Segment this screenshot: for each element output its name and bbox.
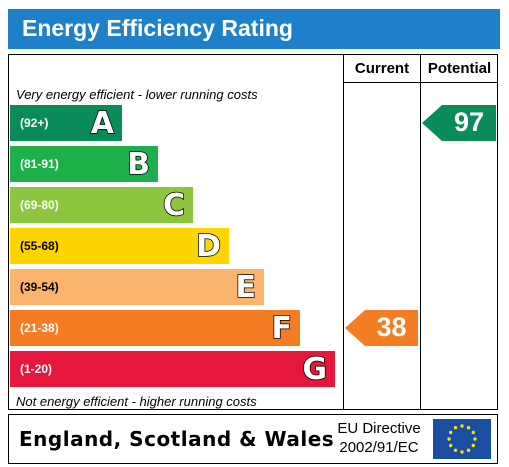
- band-range-label: (55-68): [20, 239, 59, 253]
- band-range-label: (39-54): [20, 280, 59, 294]
- column-header-potential: Potential: [427, 60, 492, 77]
- eu-star-icon: [466, 448, 471, 452]
- eu-star-icon: [453, 426, 458, 430]
- band-range-label: (81-91): [20, 157, 59, 171]
- band-g: (1-20) G: [10, 351, 335, 388]
- eu-flag-icon: [433, 419, 491, 459]
- band-letter: F: [271, 310, 293, 347]
- band-d: (55-68) D: [10, 228, 229, 265]
- eu-star-icon: [471, 443, 475, 448]
- band-range-label: (1-20): [20, 362, 53, 376]
- eu-star-icon: [449, 430, 453, 435]
- current-rating-value: 38: [376, 312, 407, 342]
- band-letter: A: [90, 105, 115, 142]
- eu-star-icon: [466, 426, 471, 430]
- potential-rating-pointer: 97: [422, 105, 496, 141]
- column-divider-current: [343, 54, 344, 410]
- band-letter: G: [302, 351, 328, 388]
- band-range-label: (69-80): [20, 198, 59, 212]
- caption-not-efficient: Not energy efficient - higher running co…: [16, 394, 257, 409]
- band-c: (69-80) C: [10, 187, 193, 224]
- current-rating-pointer: 38: [345, 310, 418, 346]
- eu-star-icon: [460, 424, 464, 428]
- rating-table: [8, 54, 498, 410]
- caption-very-efficient: Very energy efficient - lower running co…: [16, 87, 258, 102]
- eu-directive-line1: EU Directive: [337, 420, 421, 437]
- band-letter: D: [195, 228, 221, 265]
- eu-star-icon: [473, 437, 477, 441]
- page-title: Energy Efficiency Rating: [22, 15, 293, 41]
- eu-directive-text: EU Directive 2002/91/EC: [329, 419, 429, 457]
- column-divider-potential: [420, 54, 421, 410]
- potential-rating-value: 97: [453, 107, 485, 137]
- band-b: (81-91) B: [10, 146, 158, 183]
- header-bar: Energy Efficiency Rating: [8, 9, 500, 49]
- eu-star-icon: [460, 450, 464, 454]
- column-header-current: Current: [354, 60, 410, 77]
- band-e: (39-54) E: [10, 269, 264, 306]
- band-f: (21-38) F: [10, 310, 300, 347]
- current-pointer-shape: [345, 310, 418, 346]
- band-range-label: (21-38): [20, 321, 59, 335]
- band-letter: E: [235, 269, 257, 306]
- footer-country: England, Scotland & Wales: [19, 427, 335, 451]
- eu-star-icon: [449, 443, 453, 448]
- footer: England, Scotland & Wales EU Directive 2…: [8, 414, 498, 464]
- potential-pointer-shape: [422, 105, 496, 141]
- eu-star-icon: [447, 437, 451, 441]
- eu-star-icon: [453, 448, 458, 452]
- band-range-label: (92+): [20, 116, 49, 130]
- band-a: (92+) A: [10, 105, 122, 142]
- band-letter: C: [162, 187, 186, 224]
- header-row-divider: [343, 82, 498, 83]
- band-letter: B: [126, 146, 150, 183]
- eu-star-icon: [471, 430, 475, 435]
- eu-directive-line2: 2002/91/EC: [339, 439, 419, 456]
